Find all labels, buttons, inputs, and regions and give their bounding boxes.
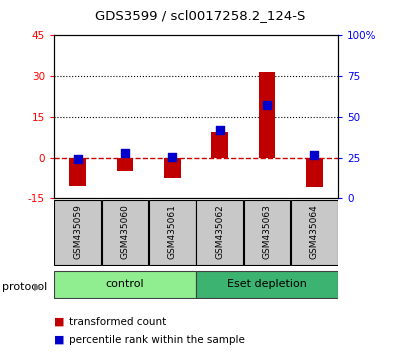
- FancyBboxPatch shape: [54, 200, 101, 265]
- Text: GSM435063: GSM435063: [262, 204, 272, 259]
- Text: GSM435061: GSM435061: [168, 204, 177, 259]
- Text: transformed count: transformed count: [69, 317, 166, 327]
- Point: [264, 103, 270, 108]
- Point: [311, 152, 318, 158]
- Bar: [211, 132, 228, 158]
- FancyBboxPatch shape: [291, 200, 338, 265]
- Text: Eset depletion: Eset depletion: [227, 279, 307, 289]
- Text: GSM435062: GSM435062: [215, 205, 224, 259]
- Text: protocol: protocol: [2, 282, 47, 292]
- Bar: [306, 158, 323, 187]
- Bar: [259, 72, 275, 158]
- Text: GSM435064: GSM435064: [310, 205, 319, 259]
- Text: ▶: ▶: [34, 282, 42, 292]
- Point: [216, 127, 223, 133]
- Bar: [69, 158, 86, 186]
- Text: percentile rank within the sample: percentile rank within the sample: [69, 335, 245, 345]
- Text: control: control: [106, 279, 144, 289]
- FancyBboxPatch shape: [54, 270, 196, 298]
- Bar: [164, 158, 181, 178]
- FancyBboxPatch shape: [244, 200, 290, 265]
- FancyBboxPatch shape: [149, 200, 196, 265]
- Point: [122, 151, 128, 156]
- Text: GSM435060: GSM435060: [120, 204, 130, 259]
- FancyBboxPatch shape: [102, 200, 148, 265]
- Text: GDS3599 / scl0017258.2_124-S: GDS3599 / scl0017258.2_124-S: [95, 9, 305, 22]
- Text: GSM435059: GSM435059: [73, 204, 82, 259]
- Text: ■: ■: [54, 317, 64, 327]
- Bar: [117, 158, 133, 171]
- Text: ■: ■: [54, 335, 64, 345]
- FancyBboxPatch shape: [196, 200, 243, 265]
- Point: [74, 156, 81, 162]
- Point: [169, 154, 176, 160]
- FancyBboxPatch shape: [196, 270, 338, 298]
